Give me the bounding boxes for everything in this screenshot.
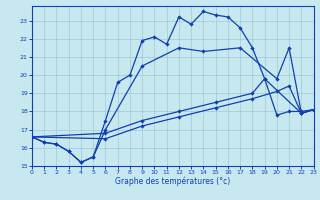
X-axis label: Graphe des températures (°c): Graphe des températures (°c) [115,177,230,186]
